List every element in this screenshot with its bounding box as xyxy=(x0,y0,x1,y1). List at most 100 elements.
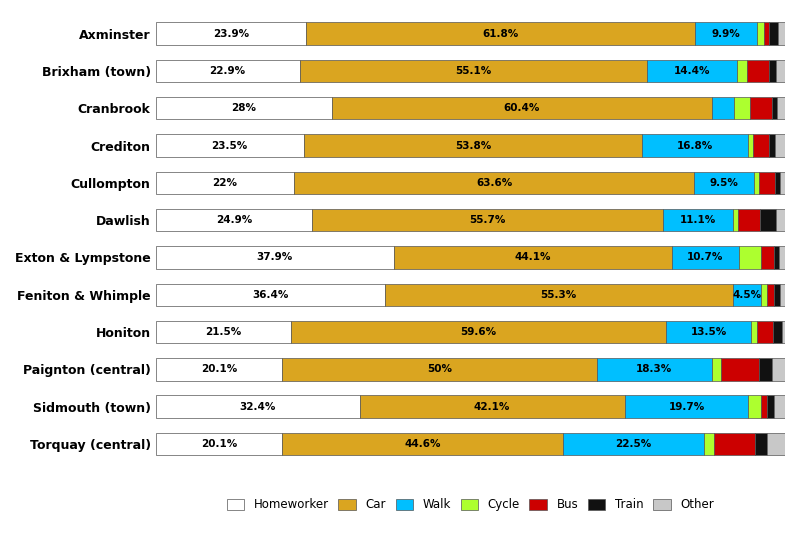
Text: 23.9%: 23.9% xyxy=(213,29,249,39)
Bar xyxy=(767,284,774,306)
Text: 19.7%: 19.7% xyxy=(668,402,705,412)
Bar xyxy=(780,171,785,194)
Bar xyxy=(332,97,712,119)
Bar xyxy=(597,358,712,381)
Text: 28%: 28% xyxy=(231,103,256,113)
Text: 9.5%: 9.5% xyxy=(710,178,738,188)
Bar xyxy=(761,246,774,269)
Bar xyxy=(294,171,694,194)
Bar xyxy=(775,171,780,194)
Legend: Homeworker, Car, Walk, Cycle, Bus, Train, Other: Homeworker, Car, Walk, Cycle, Bus, Train… xyxy=(223,495,718,515)
Bar xyxy=(666,321,751,343)
Bar xyxy=(761,284,767,306)
Bar xyxy=(642,134,748,157)
Text: 32.4%: 32.4% xyxy=(239,402,276,412)
Bar xyxy=(156,396,359,418)
Bar xyxy=(312,209,663,231)
Bar xyxy=(769,134,775,157)
Bar xyxy=(385,284,733,306)
Bar xyxy=(758,22,764,45)
Text: 22.9%: 22.9% xyxy=(210,66,246,76)
Text: 20.1%: 20.1% xyxy=(201,364,237,375)
Text: 42.1%: 42.1% xyxy=(474,402,510,412)
Bar xyxy=(282,433,563,455)
Bar xyxy=(772,358,785,381)
Bar xyxy=(156,246,394,269)
Text: 60.4%: 60.4% xyxy=(504,103,540,113)
Bar xyxy=(758,321,773,343)
Bar xyxy=(156,60,300,82)
Bar xyxy=(748,134,753,157)
Bar xyxy=(156,22,306,45)
Bar xyxy=(739,246,761,269)
Text: 44.1%: 44.1% xyxy=(514,253,551,263)
Bar xyxy=(282,358,597,381)
Bar xyxy=(746,60,769,82)
Bar xyxy=(778,246,785,269)
Text: 20.1%: 20.1% xyxy=(201,439,237,449)
Text: 13.5%: 13.5% xyxy=(690,327,726,337)
Bar xyxy=(156,284,385,306)
Bar xyxy=(563,433,705,455)
Bar xyxy=(156,433,282,455)
Bar xyxy=(767,396,774,418)
Text: 22.5%: 22.5% xyxy=(615,439,652,449)
Text: 44.6%: 44.6% xyxy=(404,439,441,449)
Bar xyxy=(695,22,758,45)
Bar xyxy=(733,209,738,231)
Text: 59.6%: 59.6% xyxy=(461,327,497,337)
Bar xyxy=(776,60,785,82)
Bar xyxy=(303,134,642,157)
Bar xyxy=(722,358,759,381)
Text: 63.6%: 63.6% xyxy=(476,178,512,188)
Bar xyxy=(767,433,785,455)
Bar xyxy=(359,396,625,418)
Text: 9.9%: 9.9% xyxy=(712,29,741,39)
Text: 14.4%: 14.4% xyxy=(674,66,710,76)
Bar xyxy=(156,97,332,119)
Bar xyxy=(777,97,785,119)
Bar xyxy=(751,321,758,343)
Bar xyxy=(733,284,761,306)
Bar xyxy=(156,358,282,381)
Text: 23.5%: 23.5% xyxy=(211,140,248,150)
Bar xyxy=(156,209,312,231)
Bar xyxy=(712,358,722,381)
Text: 11.1%: 11.1% xyxy=(680,215,716,225)
Bar xyxy=(663,209,733,231)
Bar xyxy=(773,321,782,343)
Bar xyxy=(778,22,785,45)
Bar xyxy=(300,60,646,82)
Bar xyxy=(694,171,754,194)
Bar xyxy=(774,396,785,418)
Bar xyxy=(780,284,791,306)
Bar xyxy=(774,284,780,306)
Bar xyxy=(754,171,759,194)
Bar xyxy=(714,433,754,455)
Bar xyxy=(759,358,772,381)
Text: 36.4%: 36.4% xyxy=(252,290,288,300)
Bar xyxy=(306,22,695,45)
Text: 55.1%: 55.1% xyxy=(455,66,491,76)
Bar xyxy=(749,396,761,418)
Bar xyxy=(625,396,749,418)
Bar xyxy=(712,97,734,119)
Text: 61.8%: 61.8% xyxy=(482,29,518,39)
Bar xyxy=(769,22,778,45)
Bar xyxy=(760,209,775,231)
Bar xyxy=(672,246,739,269)
Bar xyxy=(775,209,785,231)
Text: 24.9%: 24.9% xyxy=(216,215,252,225)
Bar xyxy=(761,396,767,418)
Bar xyxy=(782,321,791,343)
Bar xyxy=(759,171,775,194)
Bar xyxy=(291,321,666,343)
Text: 16.8%: 16.8% xyxy=(677,140,713,150)
Bar xyxy=(705,433,714,455)
Text: 55.7%: 55.7% xyxy=(470,215,506,225)
Text: 37.9%: 37.9% xyxy=(257,253,293,263)
Bar xyxy=(769,60,776,82)
Bar xyxy=(156,134,303,157)
Bar xyxy=(750,97,772,119)
Bar xyxy=(772,97,777,119)
